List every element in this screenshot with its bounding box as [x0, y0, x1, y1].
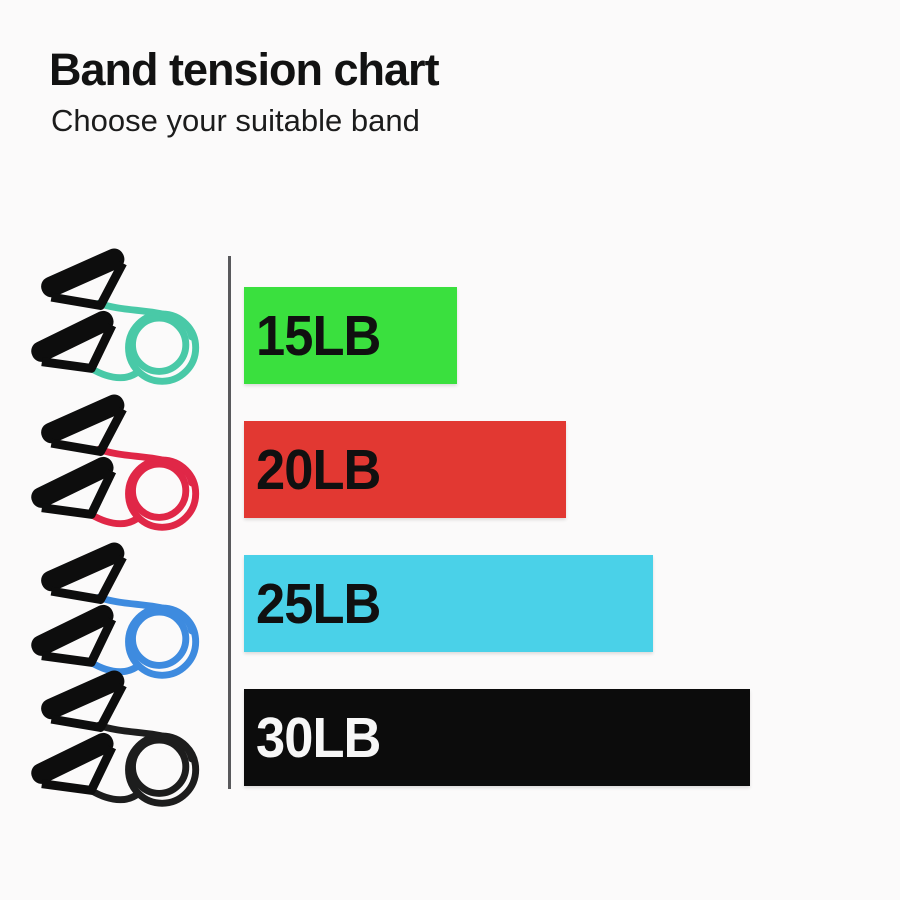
tube-loop-inner: [129, 460, 190, 521]
tension-bar-30lb: 30LB: [244, 689, 750, 786]
tube-lower-cord: [87, 658, 142, 676]
handle-strap: [41, 617, 117, 667]
band-handles: [31, 394, 127, 519]
handle-foam: [31, 732, 114, 784]
handle-foam: [41, 542, 125, 592]
band-handle-bottom: [31, 310, 117, 373]
tube-upper-cord: [95, 445, 196, 487]
tube-upper-cord: [95, 721, 196, 763]
tube-lower-cord: [87, 510, 142, 528]
handle-foam: [31, 310, 114, 362]
band-handle-top: [41, 670, 127, 732]
handle-foam: [41, 394, 125, 444]
band-handle-top: [41, 248, 127, 310]
tube-upper-cord: [95, 593, 196, 635]
tension-bar-20lb: 20LB: [244, 421, 566, 518]
handle-foam: [31, 604, 114, 656]
resistance-band-icon: [31, 670, 200, 807]
band-handle-bottom: [31, 456, 117, 519]
handle-strap: [50, 261, 127, 310]
bar-label-20lb: 20LB: [255, 437, 381, 502]
band-handles: [31, 248, 127, 373]
tube-loop-inner: [129, 608, 190, 669]
resistance-band-icon: [31, 542, 200, 679]
page-title: Band tension chart: [49, 44, 440, 95]
band-handles: [31, 670, 127, 795]
tube-upper-cord: [95, 299, 196, 341]
band-handle-top: [41, 394, 127, 456]
band-tube: [87, 721, 200, 807]
handle-strap: [41, 469, 117, 519]
tube-lower-cord: [87, 786, 142, 804]
handle-strap: [50, 683, 127, 732]
blue-resistance-band-image: [28, 540, 233, 698]
page-subtitle: Choose your suitable band: [51, 103, 420, 138]
band-handles: [31, 542, 127, 667]
bar-label-15lb: 15LB: [255, 303, 381, 368]
resistance-band-icon: [31, 248, 200, 385]
handle-foam: [31, 456, 114, 508]
bar-label-30lb: 30LB: [255, 705, 381, 770]
resistance-band-icon: [31, 394, 200, 531]
tension-bar-25lb: 25LB: [244, 555, 653, 652]
band-handle-bottom: [31, 604, 117, 667]
tube-loop-inner: [129, 314, 190, 375]
teal-resistance-band-image: [28, 246, 233, 404]
tube-loop-inner: [129, 736, 190, 797]
band-handle-top: [41, 542, 127, 604]
red-resistance-band-image: [28, 392, 233, 550]
handle-foam: [41, 670, 125, 720]
handle-strap: [41, 745, 117, 795]
band-tube: [87, 445, 200, 531]
band-tube: [87, 593, 200, 679]
handle-strap: [50, 555, 127, 604]
chart-axis-line: [228, 256, 231, 789]
bar-label-25lb: 25LB: [255, 571, 381, 636]
band-tube: [87, 299, 200, 385]
handle-foam: [41, 248, 125, 298]
band-handle-bottom: [31, 732, 117, 795]
tube-lower-cord: [87, 364, 142, 382]
handle-strap: [50, 407, 127, 456]
tension-bar-15lb: 15LB: [244, 287, 457, 384]
handle-strap: [41, 323, 117, 373]
black-resistance-band-image: [28, 668, 233, 826]
